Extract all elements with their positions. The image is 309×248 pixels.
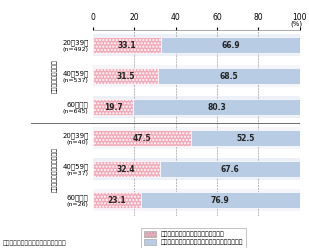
Bar (160, 161, 300, 177)
Legend: 地方へ移住してみたい。興味がある。, 地方へ移住してみたいと思わない。興味がない。: 地方へ移住してみたい。興味がある。, 地方へ移住してみたいと思わない。興味がない… (142, 228, 246, 248)
Bar (158, 68, 300, 84)
Text: (n=26): (n=26) (67, 202, 89, 207)
Text: 32.4: 32.4 (117, 165, 136, 174)
Bar (93, 127, 300, 149)
Text: 76.9: 76.9 (211, 196, 230, 205)
Text: 現在は一時的に地方に居住: 現在は一時的に地方に居住 (53, 147, 58, 192)
Text: 40～59歳: 40～59歳 (62, 70, 89, 77)
Bar (93, 99, 133, 115)
Bar (93, 189, 300, 211)
Bar (161, 37, 300, 53)
Text: 20～39歳: 20～39歳 (62, 39, 89, 46)
Text: (n=37): (n=37) (66, 171, 89, 176)
Text: 資料）　国土交通省「国民意識調査」: 資料） 国土交通省「国民意識調査」 (3, 240, 67, 246)
Bar (133, 99, 300, 115)
Text: (n=645): (n=645) (63, 109, 89, 114)
Text: 20～39歳: 20～39歳 (62, 132, 89, 139)
Bar (93, 158, 300, 180)
Text: 47.5: 47.5 (133, 134, 151, 143)
Bar (93, 34, 300, 56)
Text: 40～59歳: 40～59歳 (62, 163, 89, 170)
Text: 19.7: 19.7 (104, 103, 122, 112)
Text: 33.1: 33.1 (118, 41, 136, 50)
Text: 31.5: 31.5 (116, 72, 134, 81)
Text: 80.3: 80.3 (207, 103, 226, 112)
Bar (141, 192, 300, 208)
Bar (93, 161, 160, 177)
Bar (93, 68, 158, 84)
Text: (%): (%) (291, 21, 303, 27)
Bar (93, 192, 141, 208)
Bar (191, 130, 300, 146)
Text: 66.9: 66.9 (221, 41, 240, 50)
Text: 60歳以上: 60歳以上 (67, 194, 89, 201)
Bar (93, 130, 191, 146)
Text: 60歳以上: 60歳以上 (67, 101, 89, 108)
Text: 68.5: 68.5 (219, 72, 238, 81)
Text: 23.1: 23.1 (107, 196, 126, 205)
Text: (n=537): (n=537) (63, 78, 89, 83)
Text: (n=40): (n=40) (67, 140, 89, 145)
Bar (93, 37, 161, 53)
Bar (93, 96, 300, 118)
Text: 67.6: 67.6 (220, 165, 239, 174)
Bar (93, 65, 300, 87)
Text: (n=492): (n=492) (62, 47, 89, 52)
Text: 現在の居住地が都市: 現在の居住地が都市 (53, 59, 58, 93)
Text: 52.5: 52.5 (236, 134, 255, 143)
